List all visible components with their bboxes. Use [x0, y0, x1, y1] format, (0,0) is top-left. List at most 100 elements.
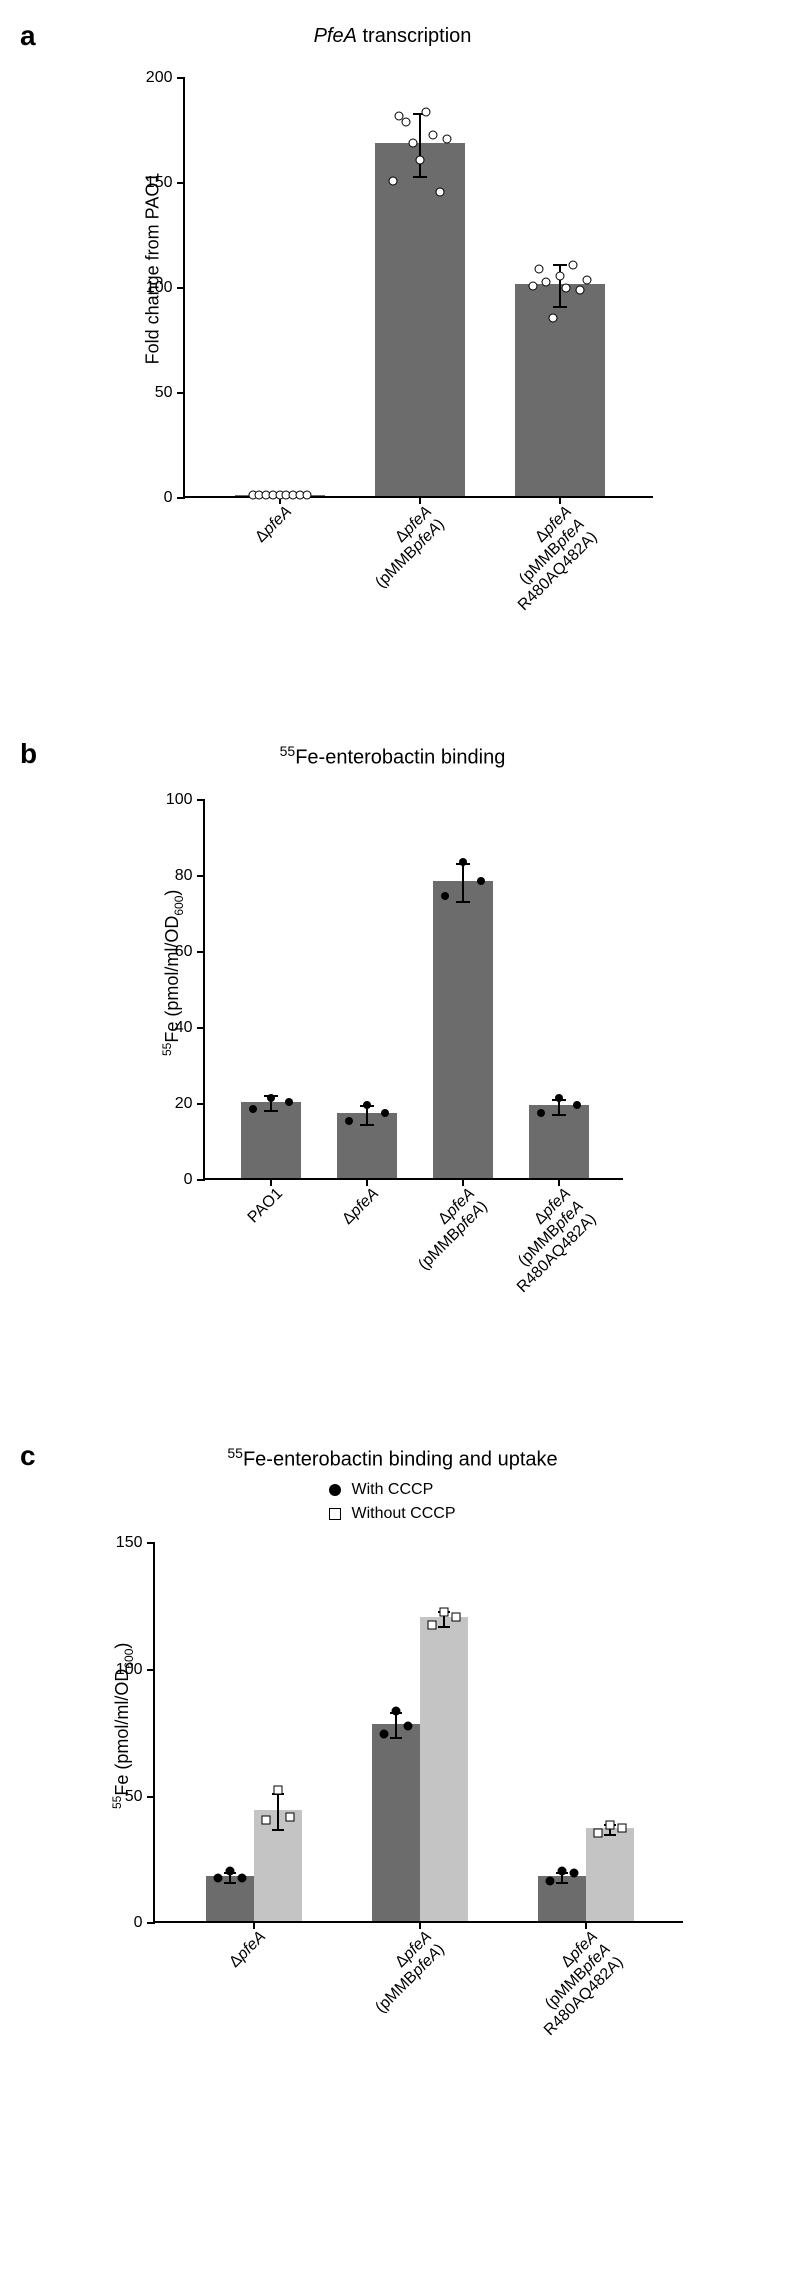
x-tick — [366, 1178, 368, 1186]
y-tick — [197, 799, 205, 801]
y-tick — [197, 951, 205, 953]
legend-marker-icon — [329, 1484, 341, 1496]
y-tick — [177, 497, 185, 499]
data-point — [213, 1874, 222, 1883]
error-cap — [224, 1882, 236, 1884]
chart-a-ylabel: Fold change from PAO1 — [142, 119, 163, 419]
panel-c-label: c — [20, 1440, 36, 1472]
y-tick-label: 0 — [164, 489, 173, 507]
y-tick-label: 100 — [116, 1661, 143, 1679]
data-point — [273, 1785, 282, 1794]
x-tick-label: ΔpfeA(pMMBpfeA) — [359, 1928, 448, 2017]
x-tick — [559, 496, 561, 504]
panel-a: a PfeA transcription Fold change from PA… — [10, 20, 775, 678]
data-point — [225, 1866, 234, 1875]
data-point — [593, 1828, 602, 1837]
x-tick-label: ΔpfeA(pMMBpfeAR480AQ482A) — [489, 503, 601, 615]
data-point — [441, 892, 449, 900]
chart-a: Fold change from PAO1 050100150200ΔpfeAΔ… — [93, 58, 693, 678]
x-tick — [419, 1921, 421, 1929]
x-tick — [253, 1921, 255, 1929]
x-tick-label: PAO1 — [244, 1185, 286, 1227]
y-tick-label: 20 — [175, 1095, 193, 1113]
x-tick-label: ΔpfeA(pMMBpfeA) — [359, 503, 448, 592]
data-point — [459, 858, 467, 866]
x-tick — [558, 1178, 560, 1186]
data-point — [617, 1823, 626, 1832]
y-tick — [147, 1669, 155, 1671]
y-tick — [197, 1027, 205, 1029]
chart-c-legend: With CCCPWithout CCCP — [329, 1481, 455, 1523]
data-point — [573, 1101, 581, 1109]
data-point — [569, 1869, 578, 1878]
bar — [433, 881, 493, 1177]
error-cap — [556, 1882, 568, 1884]
data-point — [548, 313, 557, 322]
data-point — [415, 156, 424, 165]
x-tick — [270, 1178, 272, 1186]
error-bar — [395, 1713, 397, 1738]
data-point — [535, 265, 544, 274]
panel-b-title: 55Fe-enterobactin binding — [10, 738, 775, 770]
x-tick — [585, 1921, 587, 1929]
panel-a-label: a — [20, 20, 36, 52]
data-point — [427, 1620, 436, 1629]
bar — [241, 1102, 301, 1178]
data-point — [402, 118, 411, 127]
y-tick-label: 100 — [166, 791, 193, 809]
error-cap — [360, 1124, 374, 1126]
data-point — [605, 1821, 614, 1830]
y-tick — [197, 1103, 205, 1105]
data-point — [555, 271, 564, 280]
x-tick — [462, 1178, 464, 1186]
panel-a-title: PfeA transcription — [10, 20, 775, 48]
error-bar — [277, 1794, 279, 1829]
error-cap — [264, 1110, 278, 1112]
y-tick-label: 150 — [146, 174, 173, 192]
data-point — [557, 1866, 566, 1875]
error-cap — [553, 264, 567, 266]
y-tick-label: 100 — [146, 279, 173, 297]
data-point — [439, 1608, 448, 1617]
bar — [515, 284, 605, 496]
panel-c-title: 55Fe-enterobactin binding and uptake — [10, 1440, 775, 1472]
y-tick-label: 80 — [175, 867, 193, 885]
data-point — [582, 275, 591, 284]
data-point — [261, 1815, 270, 1824]
data-point — [379, 1729, 388, 1738]
y-tick — [197, 1179, 205, 1181]
y-tick — [147, 1922, 155, 1924]
panel-c: c 55Fe-enterobactin binding and uptake W… — [10, 1440, 775, 2134]
data-point — [477, 877, 485, 885]
legend-item: With CCCP — [329, 1481, 433, 1499]
plot-area: 050100150ΔpfeAΔpfeA(pMMBpfeA)ΔpfeA(pMMBp… — [153, 1543, 683, 1923]
bar — [375, 143, 465, 496]
data-point — [575, 286, 584, 295]
y-tick-label: 60 — [175, 943, 193, 961]
data-point — [403, 1722, 412, 1731]
x-tick-label: ΔpfeA(pMMBpfeAR480AQ482A) — [515, 1928, 627, 2040]
data-point — [569, 261, 578, 270]
bar — [586, 1828, 634, 1922]
data-point — [429, 130, 438, 139]
plot-area: 020406080100PAO1ΔpfeAΔpfeA(pMMBpfeA)Δpfe… — [203, 800, 623, 1180]
panel-b-label: b — [20, 738, 37, 770]
data-point — [237, 1874, 246, 1883]
y-tick-label: 40 — [175, 1019, 193, 1037]
y-tick — [177, 392, 185, 394]
data-point — [442, 135, 451, 144]
data-point — [285, 1813, 294, 1822]
x-tick-label: ΔpfeA — [252, 503, 296, 547]
y-tick-label: 200 — [146, 69, 173, 87]
x-tick-label: ΔpfeA(pMMBpfeAR480AQ482A) — [488, 1185, 600, 1297]
x-tick-label: ΔpfeA(pMMBpfeA) — [402, 1185, 491, 1274]
data-point — [363, 1101, 371, 1109]
bar — [420, 1617, 468, 1921]
y-tick — [147, 1796, 155, 1798]
data-point — [562, 284, 571, 293]
y-tick — [177, 287, 185, 289]
data-point — [542, 277, 551, 286]
error-cap — [456, 901, 470, 903]
legend-label: With CCCP — [351, 1481, 433, 1499]
error-cap — [604, 1834, 616, 1836]
